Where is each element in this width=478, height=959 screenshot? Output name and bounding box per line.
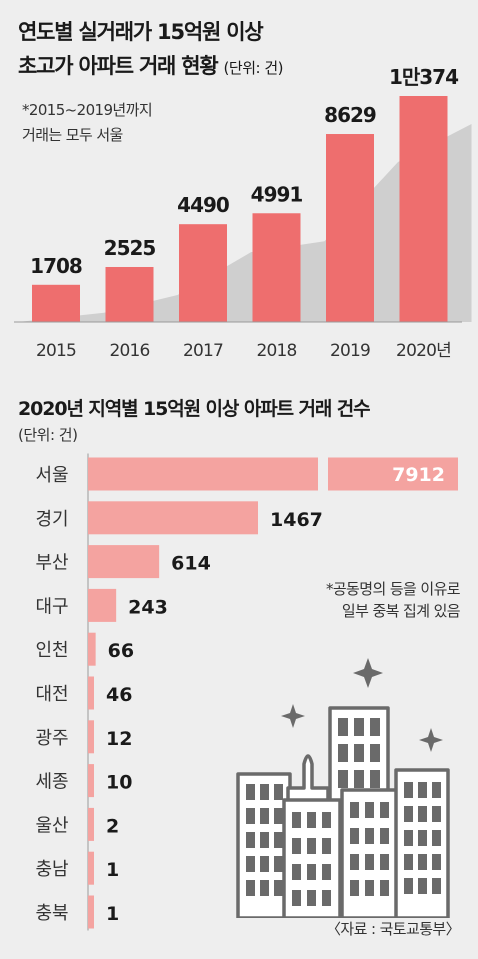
- chart1-note-line-2: 거래는 모두 서울: [22, 126, 123, 144]
- chart1-subtitle-row: 초고가 아파트 거래 현황 (단위: 건): [18, 50, 283, 80]
- chart1-note: *2015~2019년까지 거래는 모두 서울: [22, 98, 153, 148]
- region-label: 울산: [35, 815, 68, 836]
- region-bar: [88, 764, 94, 798]
- year-tick-label: 2015: [36, 341, 76, 361]
- year-tick-label: 2017: [183, 341, 223, 361]
- region-label: 부산: [35, 553, 68, 574]
- region-label: 대전: [35, 684, 68, 705]
- region-label: 광주: [35, 728, 68, 749]
- region-label: 대구: [35, 596, 68, 617]
- year-bar: [32, 284, 80, 322]
- year-value-label: 4991: [251, 182, 303, 206]
- year-bar: [399, 96, 448, 322]
- region-bar: [88, 632, 96, 666]
- region-value-label: 66: [108, 640, 134, 662]
- region-bar: [88, 895, 94, 929]
- year-value-label: 2525: [104, 236, 156, 260]
- region-bar: [88, 720, 94, 754]
- region-value-label: 12: [106, 728, 132, 750]
- footnote-line-2: 일부 중복 집계 있음: [341, 602, 461, 620]
- chart1-unit: (단위: 건): [223, 59, 284, 77]
- region-bar: [88, 807, 94, 841]
- region-bar-continued: [328, 457, 458, 491]
- region-value-label: 243: [128, 596, 168, 618]
- chart1-subtitle: 초고가 아파트 거래 현황: [18, 54, 219, 78]
- chart1-note-line-1: *2015~2019년까지: [22, 101, 153, 119]
- year-tick-label: 2019: [330, 341, 370, 361]
- source-credit: 〈자료 : 국토교통부〉: [326, 920, 461, 938]
- region-value-label: 1467: [270, 509, 323, 531]
- region-value-label: 1: [106, 859, 119, 881]
- year-value-label: 1만374: [389, 65, 458, 89]
- region-value-label: 46: [106, 684, 132, 706]
- region-bar: [88, 501, 258, 535]
- year-bar: [252, 213, 301, 322]
- year-value-label: 4490: [177, 193, 229, 217]
- sparkle-icon: [281, 704, 305, 728]
- region-label: 충남: [35, 859, 68, 880]
- region-bar: [88, 588, 117, 622]
- year-bar: [326, 134, 374, 322]
- year-bar: [179, 224, 227, 322]
- region-value-label: 1: [106, 903, 119, 925]
- sparkle-icon: [419, 728, 443, 752]
- year-tick-label: 2018: [256, 341, 296, 361]
- region-value-label: 7912: [392, 464, 445, 486]
- chart2-unit: (단위: 건): [18, 426, 78, 444]
- yearly-bar-chart: 1708 2015 2525 2016 4490 2017 4991 2018 8629 2019…: [14, 65, 472, 361]
- region-bar: [88, 545, 160, 579]
- duplicate-count-note: *공동명의 등을 이유로 일부 중복 집계 있음: [325, 578, 461, 622]
- region-bar: [88, 851, 94, 885]
- chart1-title: 연도별 실거래가 15억원 이상: [18, 20, 264, 44]
- year-tick-label: 2020년: [396, 341, 451, 361]
- year-value-label: 8629: [324, 103, 376, 127]
- region-label: 경기: [35, 509, 68, 530]
- region-label: 서울: [35, 465, 68, 486]
- year-value-label: 1708: [30, 254, 82, 278]
- footnote-line-1: *공동명의 등을 이유로: [325, 580, 461, 598]
- year-bar: [105, 266, 154, 322]
- region-bar: [88, 676, 94, 710]
- region-value-label: 10: [106, 772, 132, 794]
- city-buildings-icon: [236, 658, 450, 918]
- region-value-label: 2: [106, 815, 119, 837]
- chart2-title: 2020년 지역별 15억원 이상 아파트 거래 건수: [18, 398, 371, 420]
- region-label: 세종: [35, 772, 68, 793]
- region-label: 인천: [35, 640, 68, 661]
- sparkle-icon: [353, 658, 383, 688]
- year-tick-label: 2016: [109, 341, 149, 361]
- region-bar: [88, 457, 318, 491]
- region-label: 충북: [35, 903, 68, 924]
- window-grid: [338, 718, 380, 788]
- region-value-label: 614: [171, 553, 211, 575]
